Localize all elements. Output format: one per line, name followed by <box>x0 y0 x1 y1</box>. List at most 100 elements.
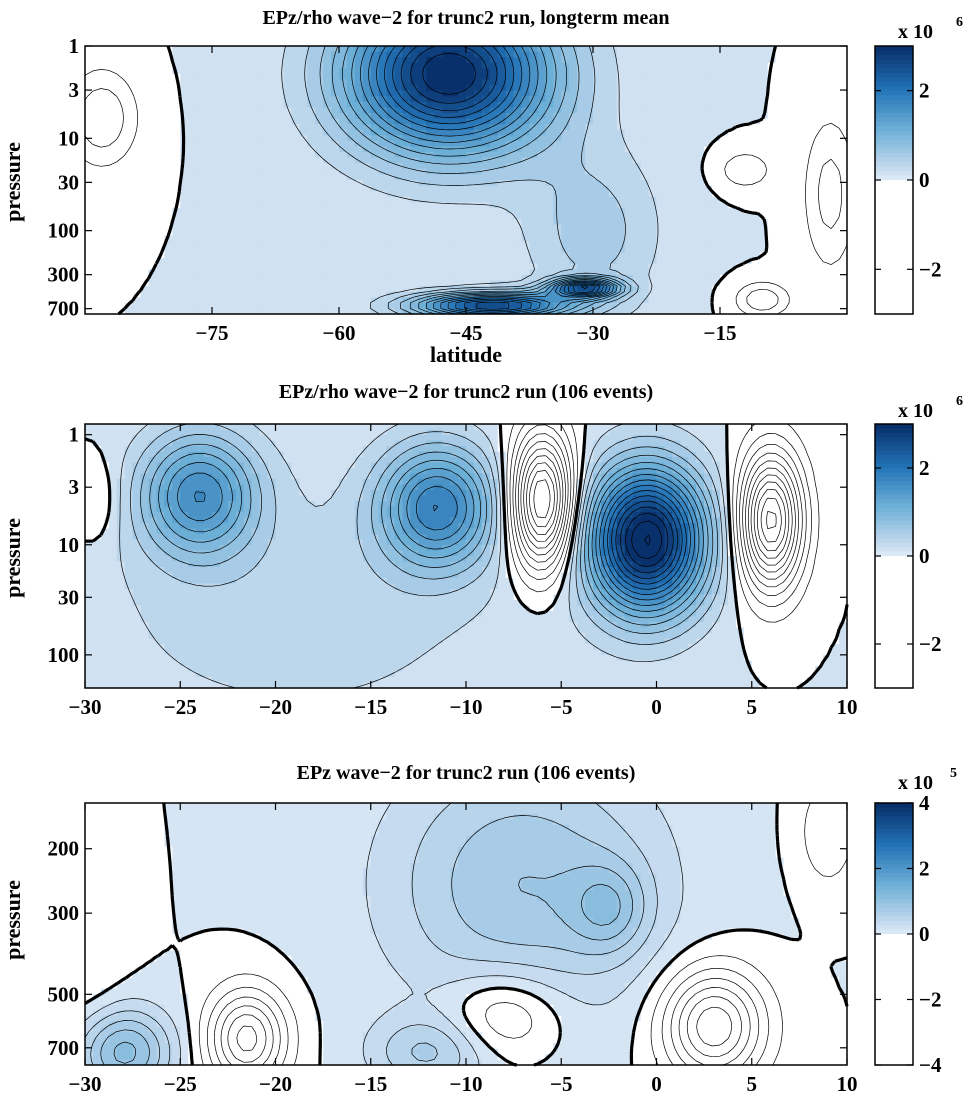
contour-cell <box>196 174 205 181</box>
contour-cell <box>529 291 539 298</box>
contour-cell <box>735 174 745 181</box>
contour-cell <box>743 191 753 198</box>
contour-cell <box>680 68 689 75</box>
contour-cell <box>275 185 285 192</box>
contour-cell <box>553 219 562 226</box>
contour-cell <box>259 135 269 142</box>
contour-cell <box>259 235 269 243</box>
contour-cell <box>704 180 713 187</box>
contour-cell <box>489 224 499 231</box>
contour-cell <box>275 424 285 431</box>
contour-cell <box>783 241 793 248</box>
contour-cell <box>735 107 745 114</box>
contour-cell <box>593 113 602 120</box>
contour-cell <box>378 101 388 109</box>
contour-cell <box>291 168 300 176</box>
contour-cell <box>108 163 118 170</box>
contour-cell <box>450 57 459 64</box>
contour-cell <box>394 286 404 293</box>
contour-cell <box>616 235 626 243</box>
contour-cell <box>235 207 245 215</box>
contour-cell <box>418 280 427 287</box>
contour-cell <box>402 113 412 120</box>
colorbar-tick-label: 2 <box>919 79 930 103</box>
contour-cell <box>696 241 705 248</box>
contour-cell <box>545 308 554 315</box>
contour-cell <box>664 235 673 243</box>
contour-cell <box>180 107 189 114</box>
contour-cell <box>545 79 554 86</box>
contour-cell <box>529 174 539 181</box>
contour-cell <box>767 140 777 148</box>
contour-cell <box>648 140 658 148</box>
contour-cell <box>156 297 165 304</box>
contour-cell <box>783 263 793 270</box>
contour-cell <box>164 185 173 192</box>
contour-cell <box>743 230 753 237</box>
contour-cell <box>767 263 777 270</box>
contour-cell <box>473 107 483 114</box>
contour-cell <box>807 146 816 153</box>
contour-cell <box>243 124 253 131</box>
contour-cell <box>323 241 332 248</box>
contour-cell <box>339 129 348 136</box>
contour-cell <box>378 191 388 198</box>
contour-cell <box>505 152 515 159</box>
contour-cell <box>688 107 697 114</box>
contour-cell <box>100 107 110 114</box>
contour-cell <box>188 57 197 64</box>
contour-cell <box>648 107 658 114</box>
contour-cell <box>108 286 118 293</box>
contour-cell <box>569 224 578 231</box>
contour-cell <box>767 302 777 310</box>
contour-cell <box>624 269 634 276</box>
contour-cell <box>196 62 205 69</box>
contour-cell <box>720 73 729 81</box>
contour-cell <box>434 152 443 159</box>
contour-cell <box>513 168 523 176</box>
contour-cell <box>569 113 578 120</box>
contour-cell <box>410 135 419 142</box>
contour-cell <box>505 424 515 431</box>
contour-cell <box>283 73 292 81</box>
contour-cell <box>204 62 213 69</box>
contour-cell <box>608 308 618 315</box>
contour-cell <box>648 252 658 259</box>
contour-cell <box>648 247 658 254</box>
contour-cell <box>720 291 729 298</box>
contour-cell <box>434 90 443 97</box>
contour-cell <box>775 180 785 187</box>
contour-cell <box>807 241 816 248</box>
contour-cell <box>712 224 721 231</box>
contour-cell <box>727 230 737 237</box>
contour-cell <box>386 196 396 203</box>
contour-cell <box>315 280 324 287</box>
contour-cell <box>212 219 221 226</box>
contour-cell <box>593 258 602 265</box>
contour-cell <box>696 113 705 120</box>
contour-cell <box>307 274 316 282</box>
contour-cell <box>275 107 285 114</box>
contour-cell <box>521 163 531 170</box>
contour-cell <box>251 207 261 215</box>
contour-cell <box>680 191 689 198</box>
contour-cell <box>291 235 300 243</box>
contour-cell <box>140 107 150 114</box>
contour-cell <box>434 101 443 109</box>
contour-cell <box>100 224 110 231</box>
contour-cell <box>505 252 515 259</box>
contour-cell <box>791 202 800 209</box>
contour-cell <box>140 129 150 136</box>
contour-cell <box>331 424 340 431</box>
contour-cell <box>624 85 634 92</box>
contour-cell <box>140 96 150 103</box>
contour-cell <box>632 101 642 109</box>
contour-cell <box>680 113 689 120</box>
contour-cell <box>807 124 816 131</box>
contour-cell <box>569 424 578 431</box>
contour-cell <box>743 90 753 97</box>
contour-cell <box>362 107 372 114</box>
contour-cell <box>402 297 412 304</box>
contour-cell <box>688 274 697 282</box>
contour-cell <box>180 247 189 254</box>
